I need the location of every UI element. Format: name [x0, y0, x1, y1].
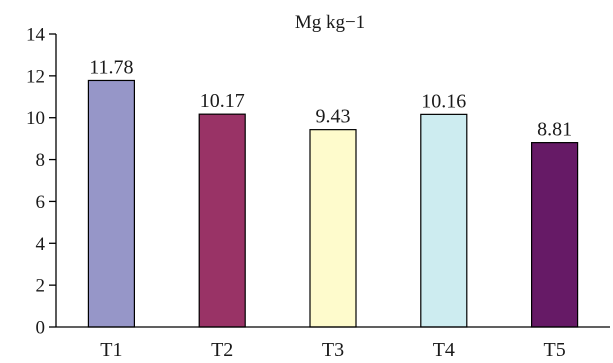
- bar-t5: [530, 142, 579, 328]
- bar-t4: [420, 113, 468, 328]
- unit-label: Mg kg−1: [295, 12, 365, 33]
- x-axis-labels: T1 T2 T3 T4 T5: [100, 339, 565, 361]
- bar-t3: [309, 129, 357, 328]
- x-tick-label-t5: T5: [543, 339, 565, 361]
- data-label-t4: 10.16: [421, 90, 466, 112]
- x-tick-label-t2: T2: [211, 339, 233, 361]
- data-label-t2: 10.17: [200, 90, 245, 112]
- y-tick-label: 6: [36, 192, 46, 213]
- y-tick-label: 4: [36, 234, 46, 255]
- x-tick-label-t3: T3: [322, 339, 344, 361]
- y-tick-label: 0: [36, 318, 46, 339]
- y-tick-label: 12: [26, 66, 45, 87]
- bar-t2: [198, 113, 246, 328]
- y-tick-label: 10: [26, 108, 45, 129]
- y-tick-label: 14: [26, 25, 46, 46]
- data-label-t3: 9.43: [316, 106, 351, 128]
- y-tick-label: 2: [36, 276, 46, 297]
- bar-t1: [87, 79, 136, 328]
- data-label-t1: 11.78: [89, 56, 133, 78]
- x-tick-label-t4: T4: [433, 339, 455, 361]
- data-label-t5: 8.81: [537, 119, 572, 141]
- x-tick-label-t1: T1: [100, 339, 122, 361]
- bars-group: 11.78 10.17 9.43 10.16 8.81: [87, 56, 579, 328]
- y-tick-label: 8: [36, 150, 46, 171]
- y-axis-ticks: 0 2 4 6 8 10 12 14: [26, 25, 56, 339]
